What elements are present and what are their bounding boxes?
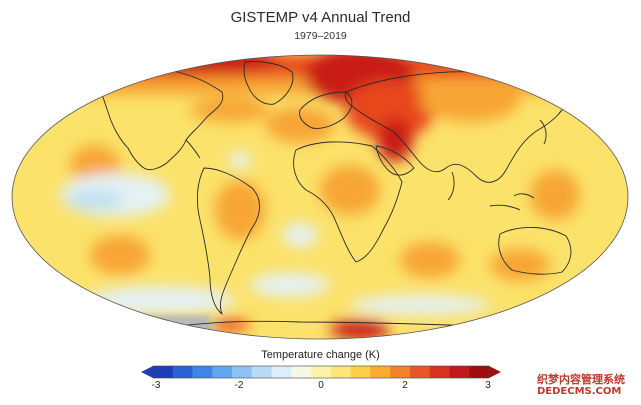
watermark-text: 织梦内容管理系统 <box>537 373 625 386</box>
watermark-domain: DEDECMS.COM <box>537 386 622 397</box>
colorbar-cell <box>390 366 411 378</box>
map-subtitle: 1979–2019 <box>294 30 347 42</box>
colorbar-cell <box>350 366 371 378</box>
colorbar-tick: 0 <box>318 380 324 391</box>
map-title: GISTEMP v4 Annual Trend <box>230 9 411 26</box>
colorbar-cell <box>271 366 292 378</box>
colorbar-cell <box>232 366 253 378</box>
colorbar-tick: 3 <box>485 380 491 391</box>
colorbar-cell <box>330 366 352 378</box>
colorbar-cell <box>251 366 272 378</box>
colorbar-cell <box>409 366 431 378</box>
colorbar-cell <box>429 366 450 378</box>
colorbar-cell <box>192 366 213 378</box>
colorbar-cell <box>370 366 391 378</box>
colorbar-label: Temperature change (K) <box>261 349 380 361</box>
colorbar-cell <box>291 366 312 378</box>
colorbar-cell <box>469 366 490 378</box>
colorbar-cell <box>449 366 470 378</box>
colorbar-tick: -2 <box>234 380 244 391</box>
colorbar-cell <box>153 366 174 378</box>
colorbar-tick: 2 <box>402 380 408 391</box>
colorbar-cell <box>311 366 332 378</box>
colorbar-arrow-left <box>141 366 153 378</box>
colorbar-arrow-right <box>489 366 501 378</box>
colorbar-tick: -3 <box>151 380 161 391</box>
colorbar-cell <box>172 366 193 378</box>
colorbar-cell <box>212 366 233 378</box>
